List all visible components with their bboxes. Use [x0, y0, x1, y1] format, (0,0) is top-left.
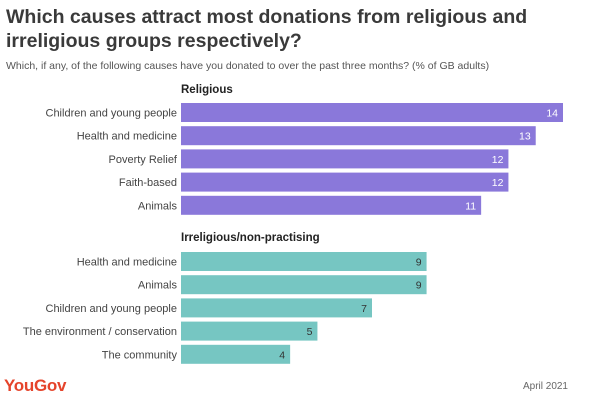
category-label: Animals — [138, 280, 178, 292]
category-label: The community — [102, 349, 178, 361]
category-label: Children and young people — [46, 303, 178, 315]
category-label: Faith-based — [119, 177, 177, 189]
bar-value-label: 12 — [492, 154, 504, 166]
category-label: Children and young people — [46, 108, 178, 120]
category-label: The environment / conservation — [23, 326, 177, 338]
bar — [181, 149, 509, 169]
bar — [181, 298, 372, 318]
yougov-logo: YouGov — [4, 376, 67, 395]
bar — [181, 126, 536, 146]
category-label: Animals — [138, 200, 178, 212]
bar — [181, 195, 482, 215]
bar-value-label: 14 — [546, 108, 558, 120]
chart-subtitle: Which, if any, of the following causes h… — [6, 60, 490, 72]
publication-date: April 2021 — [522, 381, 568, 392]
group-heading: Religious — [181, 84, 233, 96]
category-label: Poverty Relief — [109, 154, 178, 166]
bar-value-label: 11 — [465, 200, 476, 212]
bar-value-label: 13 — [519, 131, 531, 143]
bar — [181, 321, 318, 341]
bar-value-label: 9 — [416, 257, 422, 269]
bar-value-label: 9 — [416, 280, 422, 292]
bar-value-label: 7 — [361, 303, 367, 315]
bar-value-label: 5 — [307, 326, 313, 338]
bar — [181, 252, 427, 271]
category-label: Health and medicine — [77, 131, 177, 143]
bar — [181, 275, 427, 295]
bar — [181, 344, 291, 364]
bar — [181, 103, 563, 122]
bar-value-label: 12 — [492, 177, 504, 189]
bar-value-label: 4 — [279, 349, 285, 361]
chart-title: Which causes attract most donations from… — [6, 6, 528, 52]
bar — [181, 172, 509, 192]
category-label: Health and medicine — [77, 257, 177, 269]
group-heading: Irreligious/non-practising — [181, 232, 320, 244]
